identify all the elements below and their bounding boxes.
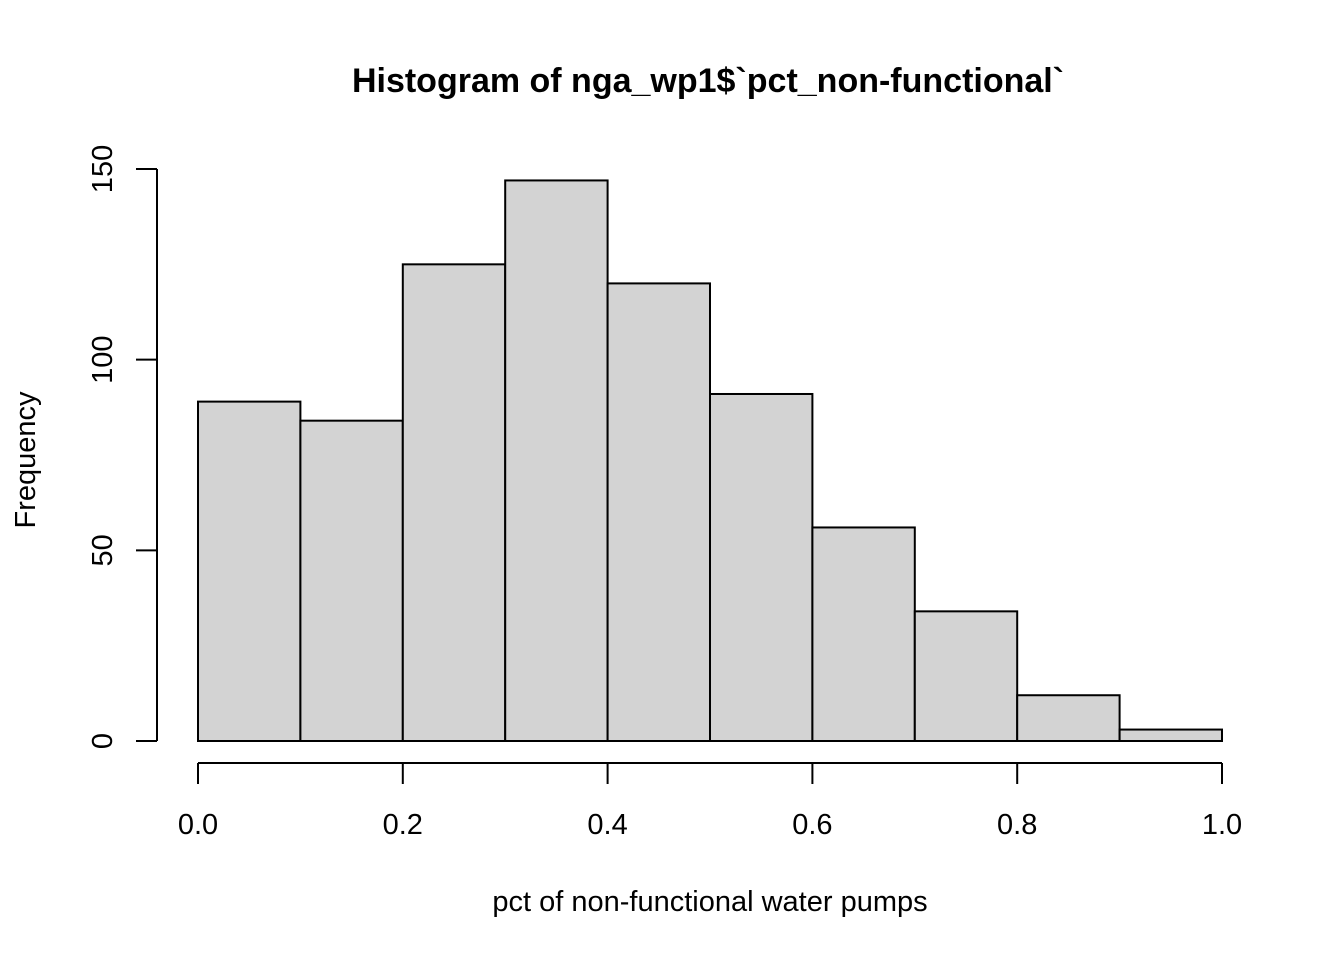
x-tick-label: 0.2 (383, 809, 423, 841)
x-tick-label: 0.8 (997, 809, 1037, 841)
histogram-bar (709, 392, 814, 742)
histogram-bar (913, 610, 1019, 743)
histogram-bar (1118, 728, 1223, 742)
y-tick-label: 100 (87, 335, 119, 383)
x-axis-label: pct of non-functional water pumps (492, 886, 927, 918)
histogram-bar (1016, 694, 1121, 742)
x-tick-label: 0.6 (792, 809, 832, 841)
y-tick-label: 150 (87, 145, 119, 193)
y-axis: 0 50 100 150 (87, 145, 158, 749)
bars-group (197, 179, 1223, 743)
chart-title: Histogram of nga_wp1$`pct_non-functional… (352, 62, 1064, 100)
x-tick-label: 0.0 (178, 809, 218, 841)
histogram-bar (197, 400, 302, 742)
x-axis: 0.0 0.2 0.4 0.6 0.8 1.0 (178, 762, 1242, 841)
histogram-bar (606, 282, 711, 742)
y-tick-label: 50 (87, 534, 119, 566)
y-axis-label: Frequency (10, 391, 42, 529)
x-tick-label: 0.4 (587, 809, 627, 841)
histogram-bar (504, 179, 609, 742)
x-tick-label: 1.0 (1202, 809, 1242, 841)
histogram-bar (401, 263, 507, 742)
y-tick-label: 0 (87, 733, 119, 749)
histogram-bar (811, 526, 916, 742)
histogram-bar (299, 419, 404, 742)
